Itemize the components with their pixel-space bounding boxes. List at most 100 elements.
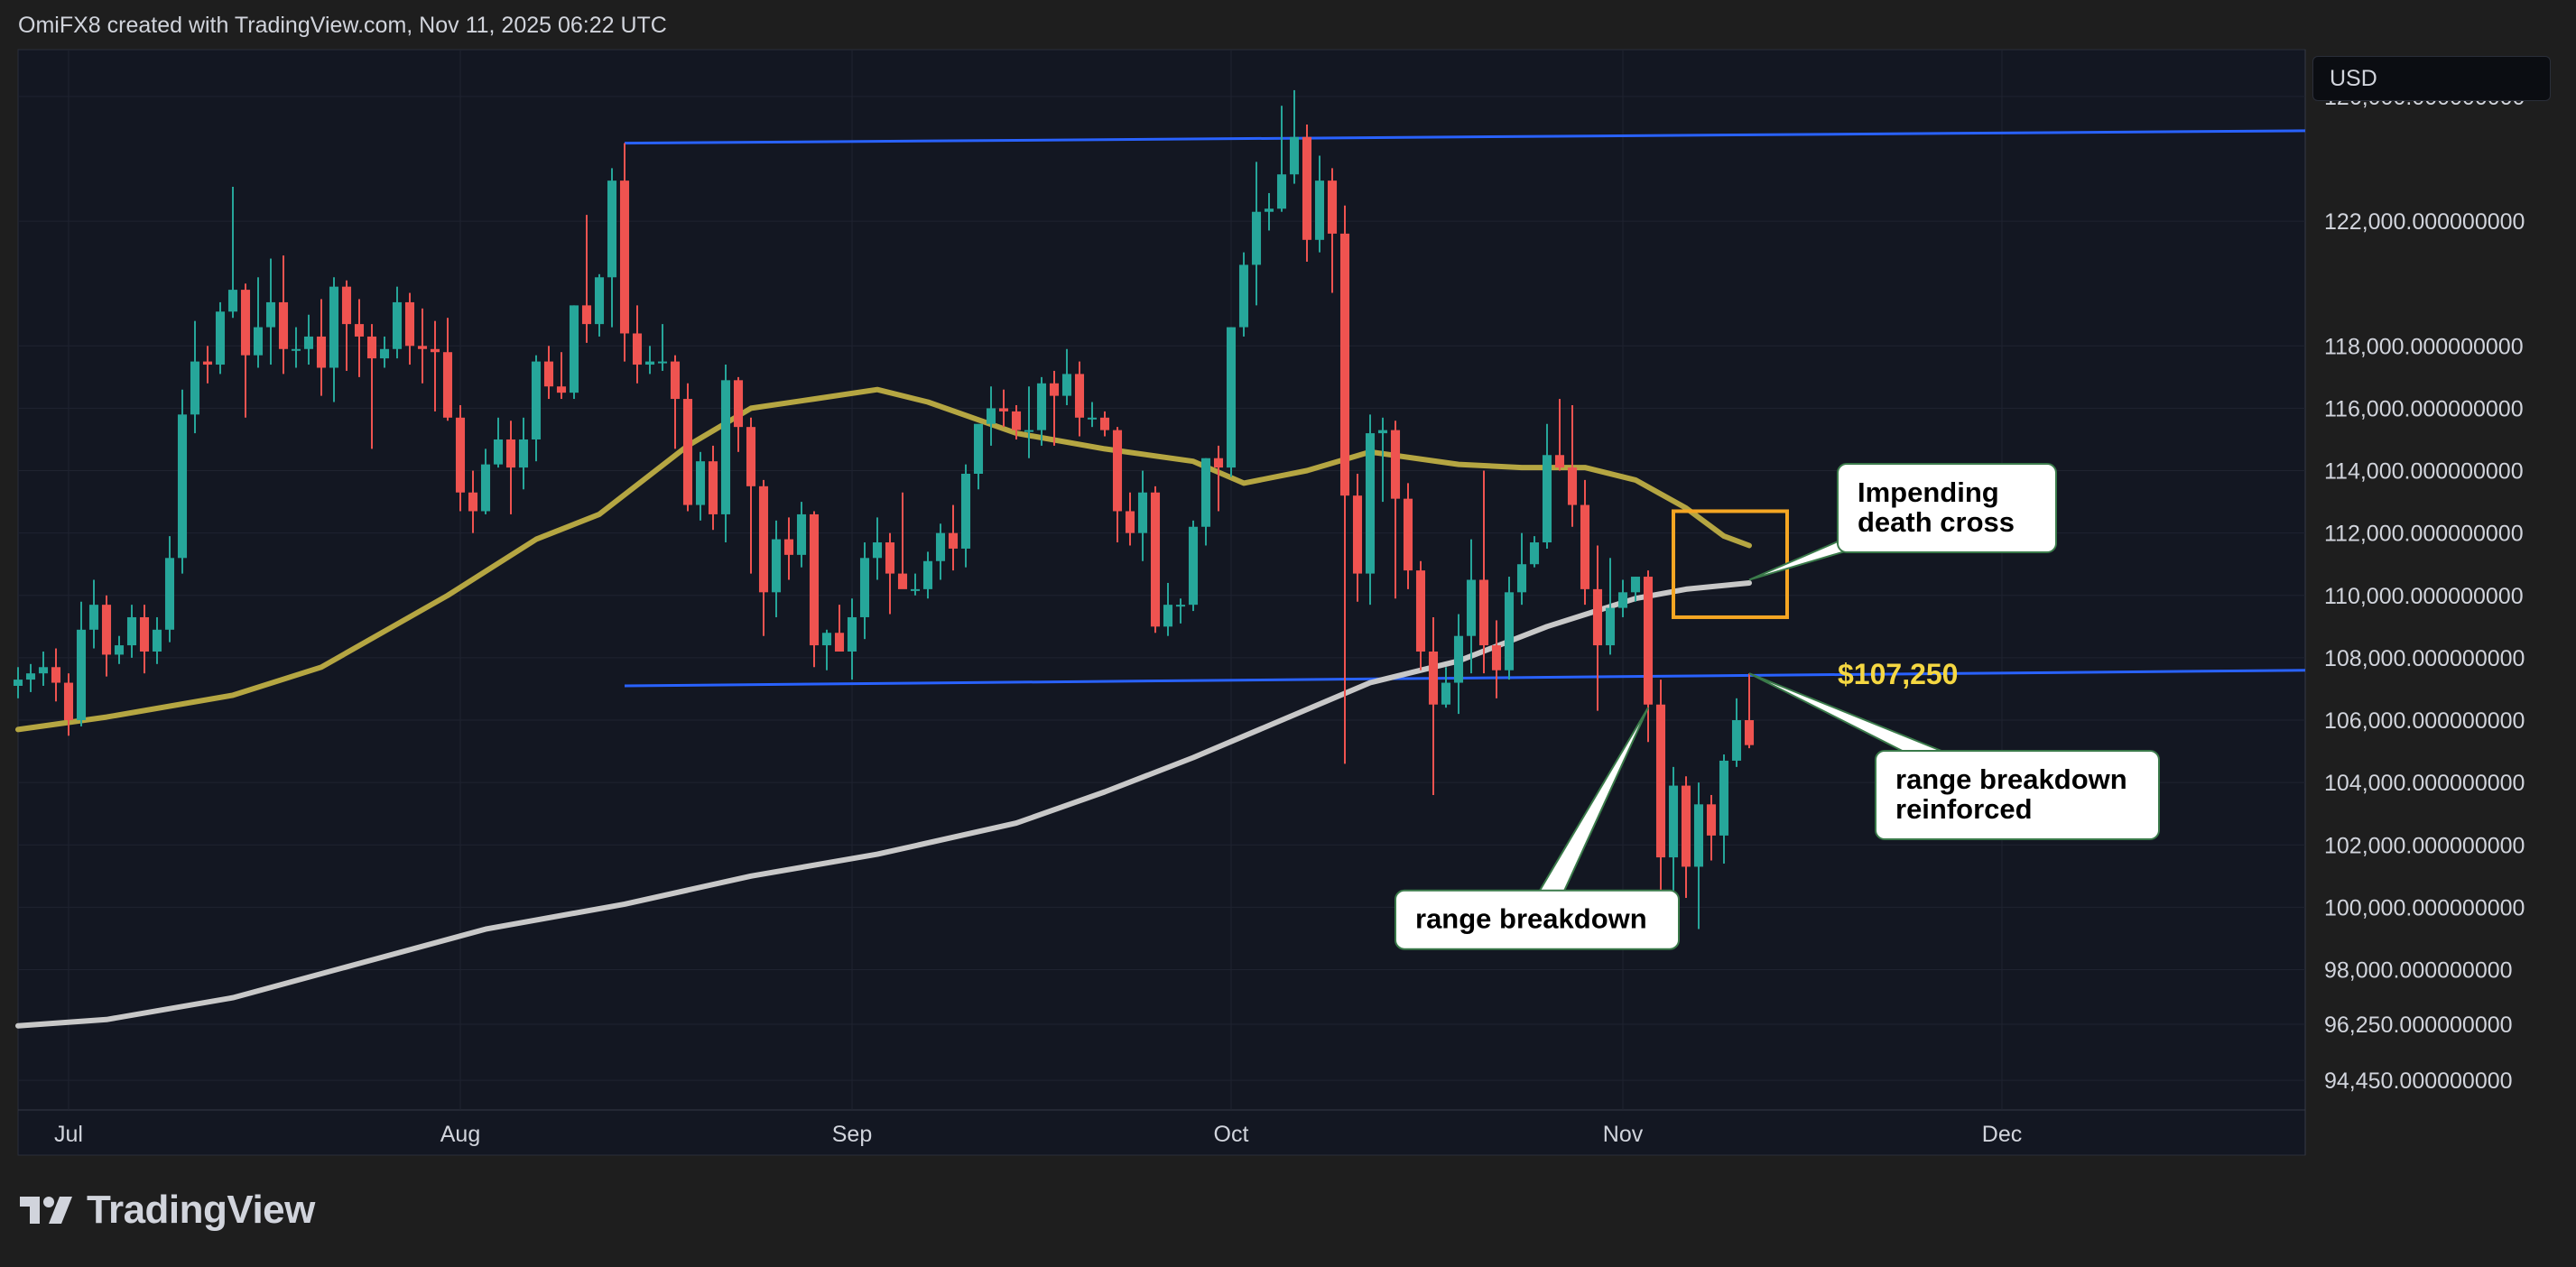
candle-body (240, 290, 251, 356)
candle-body (1731, 720, 1742, 761)
candle-body (1213, 458, 1224, 468)
y-tick-label: 98,000.000000000 (2324, 957, 2513, 983)
brand-name: TradingView (87, 1188, 315, 1232)
candle-body (379, 348, 390, 359)
y-tick-label: 114,000.000000000 (2324, 459, 2524, 485)
candle-body (746, 427, 756, 486)
candle-body (1529, 542, 1540, 565)
callout-text: death cross (1858, 506, 2015, 538)
callout: range breakdown (1395, 707, 1680, 950)
candle-body (922, 560, 933, 589)
candle-body (164, 558, 175, 630)
candle-body (1668, 785, 1679, 858)
candle-body (1125, 511, 1135, 533)
candle-body (809, 513, 820, 646)
candle-body (1567, 467, 1578, 505)
x-tick-label: Oct (1214, 1122, 1249, 1147)
candle-body (960, 474, 971, 549)
candle-body (455, 417, 466, 493)
y-tick-label: 106,000.000000000 (2324, 708, 2525, 734)
candle-body (607, 180, 617, 278)
candle-body (1542, 455, 1552, 543)
candle-body (1289, 136, 1300, 175)
candle-body (1466, 579, 1477, 636)
candle-body (632, 333, 643, 365)
candle-body (821, 633, 832, 646)
candle-body (126, 616, 137, 646)
candle-body (998, 408, 1009, 412)
candle-body (442, 352, 453, 418)
candle-body (859, 558, 870, 617)
candle-body (404, 301, 415, 347)
candle-body (177, 414, 188, 559)
candle-body (872, 542, 883, 559)
candle-body (1099, 417, 1110, 430)
candle-body (796, 513, 807, 555)
x-tick-label: Dec (1982, 1122, 2022, 1147)
candle-body (1226, 327, 1237, 468)
candle-body (594, 277, 605, 325)
y-tick-label: 104,000.000000000 (2324, 771, 2525, 796)
candle-body (1251, 211, 1262, 265)
candle-body (1175, 605, 1186, 607)
candle-body (657, 361, 668, 364)
candle-body (152, 629, 162, 652)
callout-box (1875, 749, 2160, 840)
candle-body (303, 336, 314, 349)
callout-box (1395, 889, 1680, 950)
candle-body (619, 180, 630, 334)
candle-body (1605, 607, 1616, 646)
candle-body (316, 336, 327, 368)
candle-body (644, 361, 655, 365)
y-tick-label: 100,000.000000000 (2324, 895, 2525, 920)
candle-body (1011, 411, 1022, 430)
candle-body (1415, 570, 1426, 652)
tradingview-logo-icon (20, 1197, 72, 1224)
candle-body (38, 667, 49, 674)
candle-body (1049, 383, 1060, 396)
candle-body (493, 439, 504, 465)
candle-body (366, 336, 377, 359)
candle-body (1719, 760, 1729, 836)
currency-selector[interactable]: USD (2312, 56, 2551, 101)
candle-body (1744, 720, 1755, 745)
candle-body (1150, 492, 1161, 627)
candle-body (329, 286, 339, 368)
candle-body (1137, 492, 1148, 533)
y-tick-label: 116,000.000000000 (2324, 396, 2524, 421)
candle-body (253, 327, 264, 356)
candle-body (682, 399, 693, 505)
candle-body (783, 539, 794, 555)
candle-body (1339, 233, 1350, 496)
callout-text: reinforced (1895, 793, 2033, 825)
candle-body (847, 616, 857, 652)
candle-body (1655, 704, 1666, 858)
candle-body (1087, 417, 1098, 420)
candle-body (25, 673, 36, 680)
candle-body (354, 324, 365, 337)
candle-body (88, 605, 99, 630)
range-bottom-line (624, 669, 2306, 688)
candle-body (1681, 785, 1691, 867)
callout-text: Impending (1858, 476, 1999, 508)
candle-body (1617, 592, 1628, 608)
candle-body (543, 361, 554, 387)
candle-body (480, 464, 491, 512)
candle-body (1516, 564, 1527, 593)
candle-body (897, 573, 908, 589)
plot-background (17, 49, 2306, 1156)
candle-body (695, 461, 706, 505)
price-axis: 126,000.000000000122,000.000000000118,00… (2324, 85, 2525, 1094)
candle-body (114, 645, 125, 655)
candle-body (1327, 180, 1338, 234)
candle-body (341, 286, 352, 325)
callout-text: range breakdown (1895, 763, 2127, 795)
candle-body (1491, 645, 1502, 670)
candle-body (948, 532, 959, 549)
candle-body (518, 439, 529, 468)
candle-body (1441, 682, 1451, 705)
chart-attribution: OmiFX8 created with TradingView.com, Nov… (18, 13, 667, 38)
